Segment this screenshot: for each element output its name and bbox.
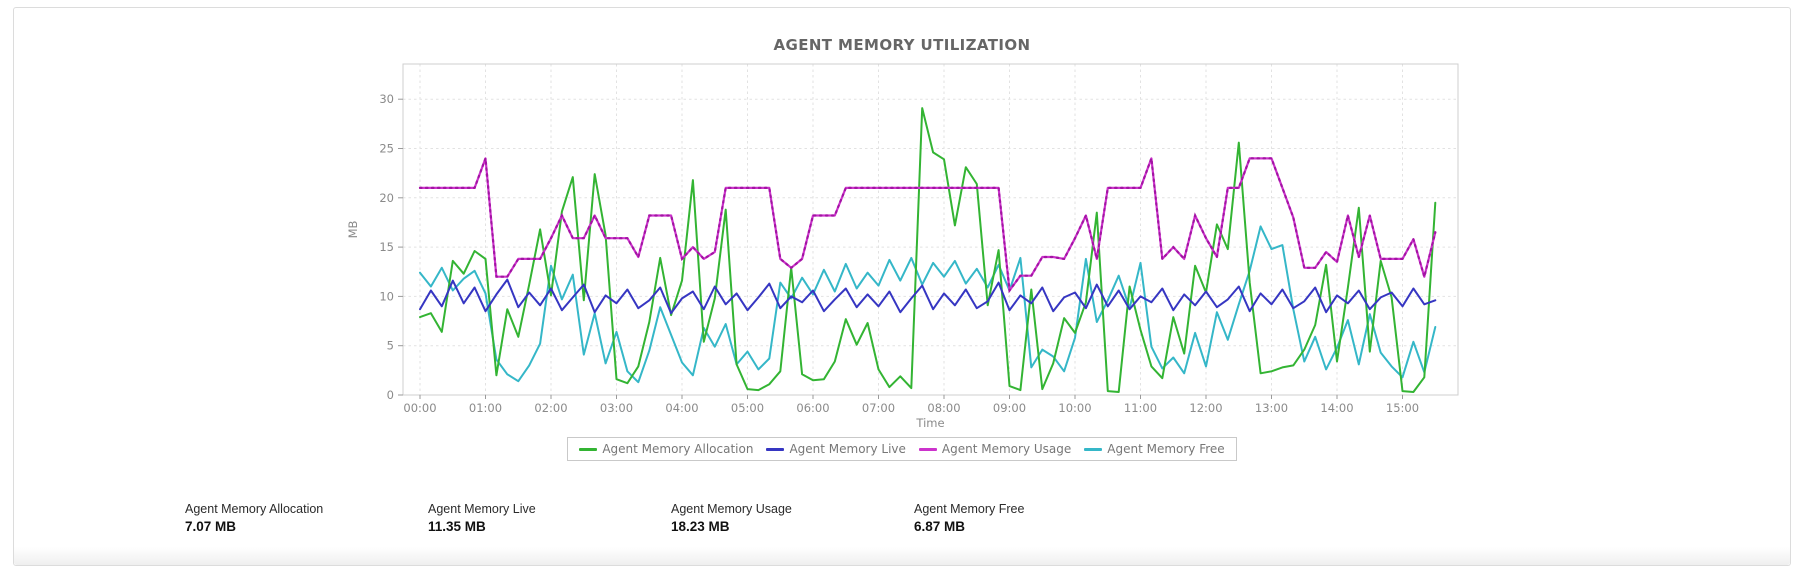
stats-row: Agent Memory Allocation 7.07 MB Agent Me… [185, 502, 1157, 534]
legend-item-agent-memory-usage: Agent Memory Usage [918, 442, 1072, 456]
axis-tick-label: 10 [379, 289, 394, 303]
stat-label: Agent Memory Allocation [185, 502, 324, 516]
legend-item-agent-memory-free: Agent Memory Free [1084, 442, 1225, 456]
axis-tick-label: 00:00 [403, 401, 436, 415]
stat-label: Agent Memory Usage [671, 502, 792, 516]
plot-border [402, 63, 1459, 396]
axis-tick-label: 01:00 [469, 401, 502, 415]
legend-label: Agent Memory Free [1107, 442, 1225, 456]
axis-tick-label: 06:00 [796, 401, 829, 415]
axis-tick-label: 0 [387, 388, 394, 402]
stat-agent-memory-allocation: Agent Memory Allocation 7.07 MB [185, 502, 428, 534]
legend-swatch-usage [918, 447, 937, 451]
axis-tick-label: 08:00 [927, 401, 960, 415]
axis-tick-label: 10:00 [1058, 401, 1091, 415]
axis-tick-label: 07:00 [862, 401, 895, 415]
legend-item-agent-memory-live: Agent Memory Live [766, 442, 906, 456]
stat-agent-memory-live: Agent Memory Live 11.35 MB [428, 502, 671, 534]
legend-swatch-allocation [579, 447, 598, 451]
legend-box: Agent Memory Allocation Agent Memory Liv… [567, 437, 1237, 461]
stat-value: 18.23 MB [671, 519, 730, 534]
axis-tick-label: 11:00 [1124, 401, 1157, 415]
stat-label: Agent Memory Free [914, 502, 1025, 516]
series-line-agent-memory-live [419, 278, 1437, 315]
chart-canvas: 0 5 10 15 20 25 30 00:00 01:00 02:00 03:00 04:00 05:… [346, 63, 1459, 430]
axis-tick-label: 25 [379, 142, 394, 156]
axis-tick-label: 15:00 [1386, 401, 1419, 415]
chart-card: AGENT MEMORY UTILIZATION 0 5 10 15 20 25 30 00:… [13, 7, 1791, 566]
stat-label: Agent Memory Live [428, 502, 536, 516]
legend-swatch-free [1084, 447, 1103, 451]
axis-tick-label: 09:00 [993, 401, 1026, 415]
axis-tick-label: 5 [387, 339, 394, 353]
legend-label: Agent Memory Allocation [602, 442, 754, 456]
axis-tick-label: 20 [379, 191, 394, 205]
stat-value: 6.87 MB [914, 519, 966, 534]
axis-tick-label: 02:00 [534, 401, 567, 415]
legend-item-agent-memory-allocation: Agent Memory Allocation [579, 442, 753, 456]
legend-swatch-live [766, 447, 785, 451]
stat-agent-memory-usage: Agent Memory Usage 18.23 MB [671, 502, 914, 534]
series-line-agent-memory-allocation [419, 107, 1437, 393]
chart-title: AGENT MEMORY UTILIZATION [773, 36, 1031, 54]
legend-label: Agent Memory Usage [941, 442, 1072, 456]
card-footer [14, 547, 1790, 565]
y-axis-title: MB [346, 220, 360, 238]
series-markers-agent-memory-usage [418, 157, 1437, 294]
axis-tick-label: 30 [379, 92, 394, 106]
stat-agent-memory-free: Agent Memory Free 6.87 MB [914, 502, 1157, 534]
legend-label: Agent Memory Live [789, 442, 906, 456]
axis-tick-label: 12:00 [1189, 401, 1222, 415]
stat-value: 7.07 MB [185, 519, 237, 534]
chart-legend: Agent Memory Allocation Agent Memory Liv… [14, 437, 1790, 461]
axis-tick-label: 13:00 [1255, 401, 1288, 415]
axis-tick-label: 05:00 [731, 401, 764, 415]
axis-tick-label: 14:00 [1320, 401, 1353, 415]
axis-tick-label: 03:00 [600, 401, 633, 415]
x-axis-title: Time [915, 416, 944, 430]
axis-tick-label: 15 [379, 240, 394, 254]
axis-tick-label: 04:00 [665, 401, 698, 415]
stat-value: 11.35 MB [428, 519, 486, 534]
series-line-agent-memory-free [419, 225, 1437, 384]
